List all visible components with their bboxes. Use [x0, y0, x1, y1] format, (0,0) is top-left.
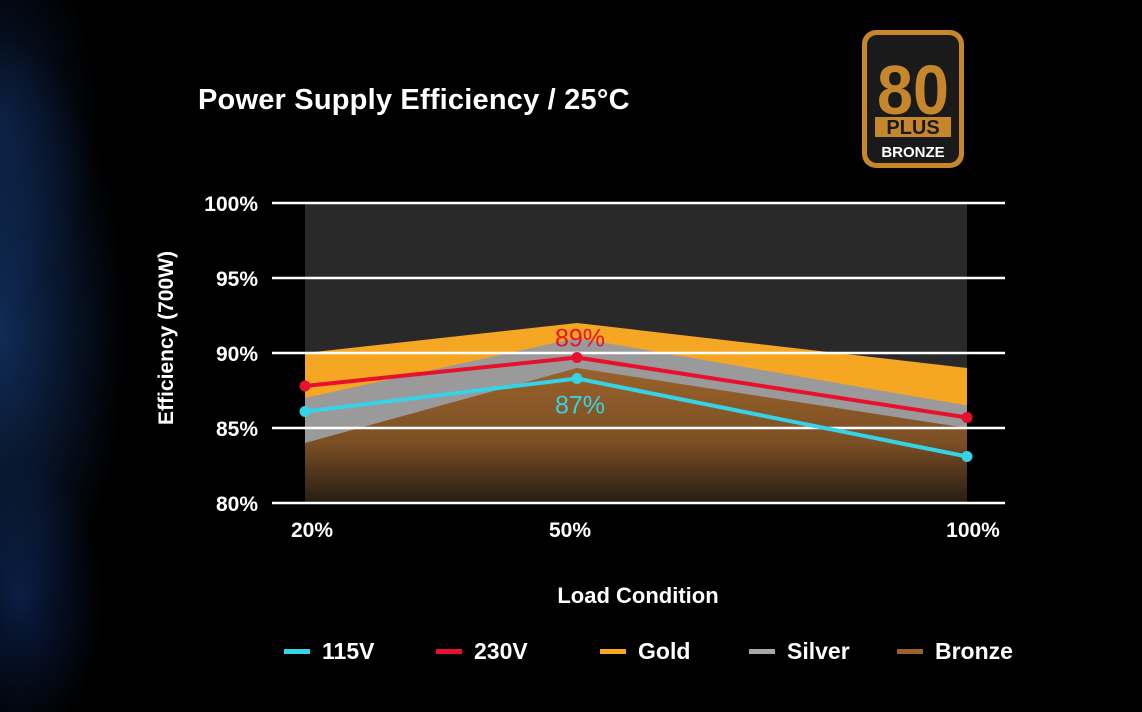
point-230v	[571, 352, 583, 363]
badge-plus: PLUS	[886, 117, 939, 139]
point-115v	[961, 451, 973, 462]
legend-label: Silver	[787, 637, 850, 664]
data-label-115v: 87%	[555, 392, 605, 420]
legend-label: Bronze	[935, 637, 1013, 664]
legend-label: 230V	[474, 637, 528, 664]
legend-item-gold: Gold	[600, 636, 690, 666]
legend-label: Gold	[638, 637, 691, 664]
data-label-230v: 89%	[555, 325, 605, 353]
point-230v	[299, 380, 311, 392]
point-115v	[571, 373, 583, 384]
80-plus-bronze-badge: 80 PLUS BRONZE	[862, 30, 964, 168]
legend-item-115v: 115V	[284, 636, 374, 666]
chart-title: Power Supply Efficiency / 25°C	[198, 84, 630, 116]
y-tick-label: 90%	[216, 343, 258, 366]
legend-item-230v: 230V	[436, 636, 528, 666]
x-tick-label: 100%	[946, 519, 1000, 542]
point-230v	[961, 412, 973, 423]
legend-swatch	[284, 648, 310, 654]
x-axis-label: Load Condition	[557, 583, 718, 608]
badge-tier: BRONZE	[881, 144, 944, 161]
legend-swatch	[436, 648, 462, 654]
y-tick-label: 85%	[216, 418, 258, 441]
badge-plus-band	[875, 117, 951, 137]
y-tick-label: 95%	[216, 268, 258, 291]
y-tick-label: 100%	[204, 193, 258, 216]
legend-item-bronze: Bronze	[897, 636, 1013, 666]
y-axis-label: Efficiency (700W)	[155, 251, 178, 425]
x-tick-label: 20%	[291, 519, 333, 542]
legend-swatch	[897, 648, 923, 654]
legend: 115V 230V Gold Silver Bronze	[0, 636, 1142, 666]
area-bronze	[305, 368, 967, 503]
legend-swatch	[600, 648, 626, 654]
legend-swatch	[749, 648, 775, 654]
badge-number: 80	[877, 51, 949, 129]
background-glow	[0, 0, 260, 712]
legend-label: 115V	[322, 637, 375, 664]
point-115v	[299, 406, 311, 417]
y-tick-label: 80%	[216, 493, 258, 516]
x-tick-label: 50%	[549, 519, 591, 542]
legend-item-silver: Silver	[749, 636, 850, 666]
